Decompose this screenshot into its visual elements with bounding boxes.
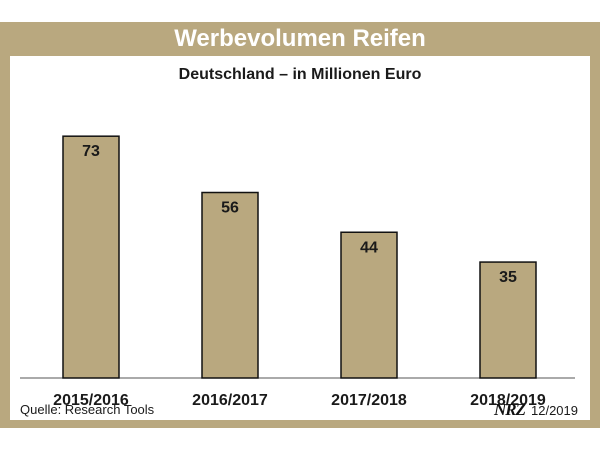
chart-frame: Werbevolumen Reifen Deutschland – in Mil… (0, 22, 600, 428)
nrz-logo: NRZ (494, 400, 526, 419)
data-label: 56 (221, 200, 239, 217)
bar-2017-2018 (340, 231, 398, 379)
chart-panel: Deutschland – in Millionen Euro 73 2015/2… (10, 56, 590, 420)
bar-2018-2019 (479, 261, 537, 379)
source-note: Quelle: Research Tools (20, 402, 155, 417)
bar-chart: 73 2015/2016 56 2016/2017 44 2017/2018 35 2018/… (20, 135, 575, 409)
publication-date: 12/2019 (531, 402, 578, 418)
x-tick-label: 2018/2019 (470, 392, 546, 409)
chart-subtitle: Deutschland – in Millionen Euro (178, 66, 422, 83)
footer-credit: NRZ 12/2019 (494, 400, 578, 420)
data-label: 35 (499, 269, 517, 286)
x-tick-label: 2016/2017 (192, 392, 268, 409)
chart-title: Werbevolumen Reifen (174, 25, 426, 52)
data-label: 44 (360, 239, 378, 256)
x-tick-label: 2017/2018 (331, 392, 407, 409)
bar-2016-2017 (201, 191, 259, 379)
x-tick-label: 2015/2016 (53, 392, 129, 409)
data-label: 73 (82, 143, 100, 160)
bar-2015-2016 (62, 135, 120, 379)
